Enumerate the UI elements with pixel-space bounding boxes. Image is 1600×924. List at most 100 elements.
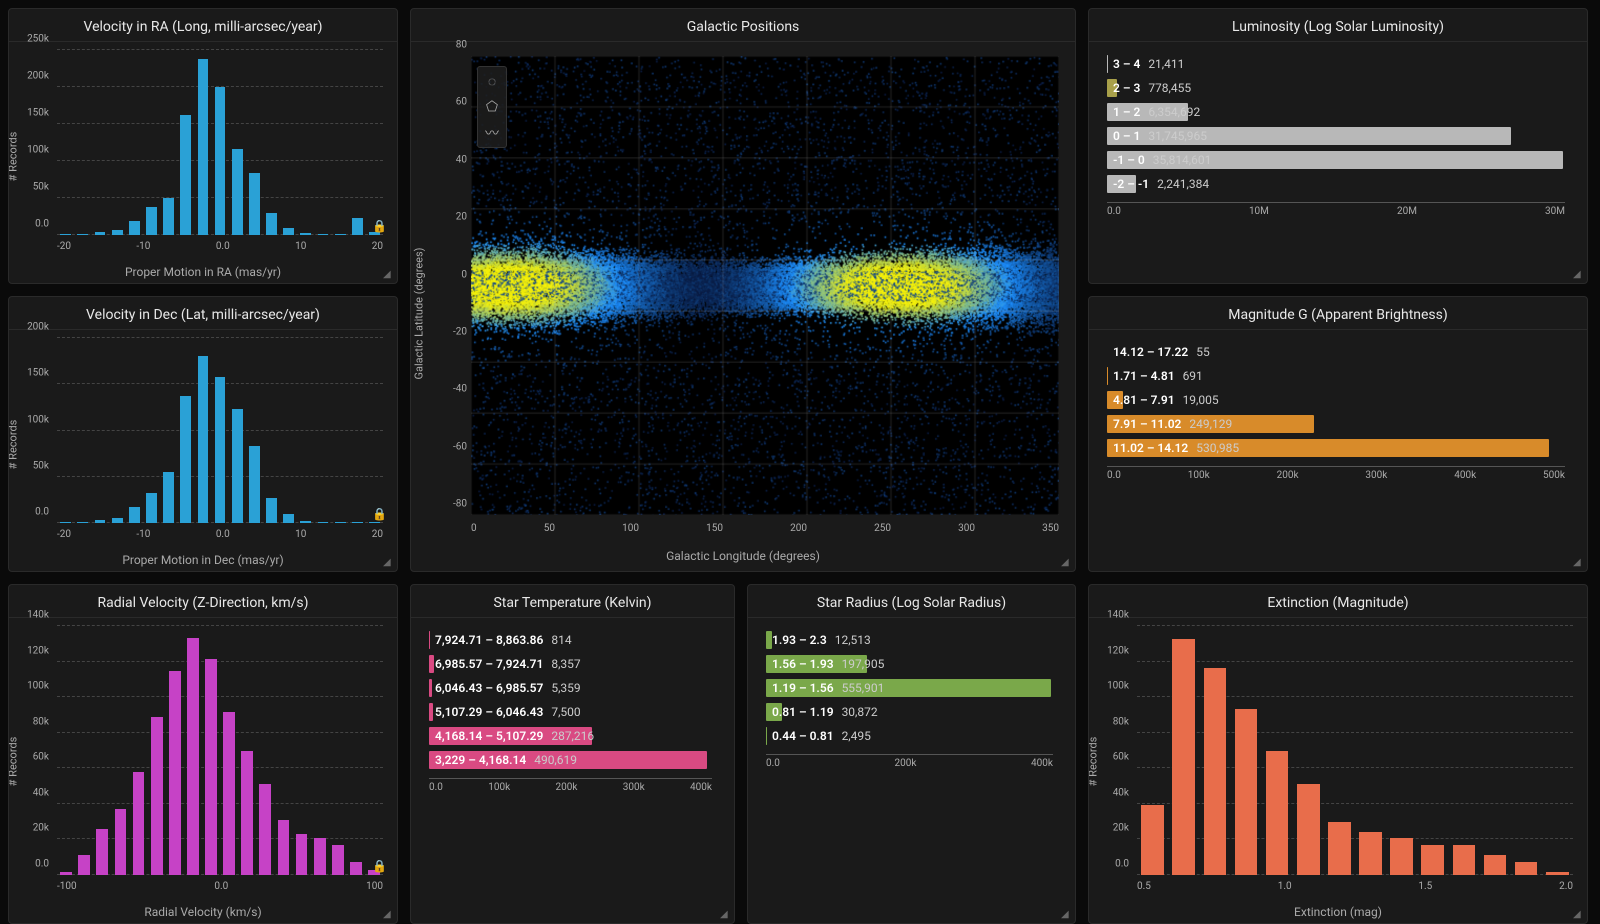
histogram-extinction[interactable] (1137, 626, 1573, 875)
histogram-bar[interactable] (151, 717, 163, 875)
histogram-bar[interactable] (300, 233, 311, 235)
histogram-bar[interactable] (335, 234, 346, 235)
histogram-bar[interactable] (266, 498, 277, 523)
histogram-bar[interactable] (95, 520, 106, 523)
hbar-row[interactable]: 0.81 – 1.1930,872 (766, 702, 1053, 722)
histogram-bar[interactable] (78, 855, 90, 875)
histogram-bar[interactable] (133, 772, 145, 875)
histogram-velocity-ra[interactable] (57, 50, 383, 235)
histogram-bar[interactable] (1421, 845, 1444, 875)
histogram-bar[interactable] (335, 522, 346, 523)
histogram-bar[interactable] (96, 829, 108, 875)
histogram-bar[interactable] (169, 671, 181, 875)
histogram-bar[interactable] (266, 213, 277, 235)
histogram-bar[interactable] (60, 872, 72, 875)
histogram-bar[interactable] (215, 87, 226, 235)
hbar-row[interactable]: 7.91 – 11.02249,129 (1107, 414, 1565, 434)
hbar-row[interactable]: 4,168.14 – 5,107.29287,216 (429, 726, 712, 746)
hbar-row[interactable]: 7,924.71 – 8,863.86814 (429, 630, 712, 650)
histogram-bar[interactable] (1359, 832, 1382, 875)
scatter-galactic[interactable] (471, 56, 1059, 515)
resize-handle-icon[interactable]: ◢ (1061, 909, 1071, 919)
histogram-bar[interactable] (1172, 639, 1195, 875)
polygon-select-icon[interactable]: ⬠ (482, 97, 502, 117)
histogram-bar[interactable] (180, 396, 191, 523)
histogram-bar[interactable] (60, 522, 71, 523)
histogram-bar[interactable] (112, 230, 123, 235)
histogram-bar[interactable] (1266, 751, 1289, 876)
histogram-bar[interactable] (1515, 862, 1538, 875)
hbar-row[interactable]: 11.02 – 14.12530,985 (1107, 438, 1565, 458)
histogram-bar[interactable] (115, 809, 127, 875)
histogram-bar[interactable] (163, 472, 174, 523)
resize-handle-icon[interactable]: ◢ (383, 269, 393, 279)
histogram-bar[interactable] (1546, 872, 1569, 875)
hbar-row[interactable]: 14.12 – 17.2255 (1107, 342, 1565, 362)
resize-handle-icon[interactable]: ◢ (383, 909, 393, 919)
histogram-bar[interactable] (180, 115, 191, 235)
histogram-bar[interactable] (318, 522, 329, 523)
histogram-bar[interactable] (259, 784, 271, 875)
lasso-select-icon[interactable]: 〰 (482, 123, 502, 143)
histogram-velocity-dec[interactable] (57, 338, 383, 523)
circle-select-icon[interactable]: ◌ (482, 71, 502, 91)
histogram-bar[interactable] (77, 522, 88, 523)
hbar-row[interactable]: 3,229 – 4,168.14490,619 (429, 750, 712, 770)
histogram-bar[interactable] (205, 659, 217, 875)
histogram-bar[interactable] (1453, 845, 1476, 875)
histogram-bar[interactable] (198, 356, 209, 523)
histogram-bar[interactable] (232, 409, 243, 523)
histogram-bar[interactable] (314, 838, 326, 875)
histogram-bar[interactable] (1235, 709, 1258, 875)
hbar-radius[interactable]: 1.93 – 2.312,5131.56 – 1.93197,9051.19 –… (760, 626, 1063, 776)
histogram-bar[interactable] (232, 149, 243, 235)
histogram-radial-velocity[interactable] (57, 626, 383, 875)
hbar-temperature[interactable]: 7,924.71 – 8,863.86814 6,985.57 – 7,924.7… (423, 626, 722, 800)
histogram-bar[interactable] (215, 377, 226, 523)
resize-handle-icon[interactable]: ◢ (383, 557, 393, 567)
resize-handle-icon[interactable]: ◢ (1573, 909, 1583, 919)
histogram-bar[interactable] (369, 522, 380, 523)
histogram-bar[interactable] (249, 173, 260, 235)
histogram-bar[interactable] (112, 518, 123, 523)
histogram-bar[interactable] (223, 712, 235, 875)
histogram-bar[interactable] (241, 751, 253, 876)
resize-handle-icon[interactable]: ◢ (1573, 269, 1583, 279)
resize-handle-icon[interactable]: ◢ (1573, 557, 1583, 567)
histogram-bar[interactable] (146, 207, 157, 235)
histogram-bar[interactable] (146, 493, 157, 523)
hbar-row[interactable]: 1 – 26,354,692 (1107, 102, 1565, 122)
hbar-row[interactable]: 3 – 421,411 (1107, 54, 1565, 74)
histogram-bar[interactable] (129, 507, 140, 523)
histogram-bar[interactable] (318, 234, 329, 235)
histogram-bar[interactable] (163, 198, 174, 235)
resize-handle-icon[interactable]: ◢ (1061, 557, 1071, 567)
histogram-bar[interactable] (1204, 668, 1227, 876)
hbar-row[interactable]: 1.93 – 2.312,513 (766, 630, 1053, 650)
histogram-bar[interactable] (95, 232, 106, 235)
hbar-magnitude[interactable]: 14.12 – 17.2255 1.71 – 4.81691 4.81 – 7.91… (1101, 338, 1575, 488)
histogram-bar[interactable] (352, 522, 363, 523)
histogram-bar[interactable] (1390, 838, 1413, 875)
hbar-row[interactable]: 1.19 – 1.56555,901 (766, 678, 1053, 698)
histogram-bar[interactable] (278, 820, 290, 875)
histogram-bar[interactable] (332, 845, 344, 875)
histogram-bar[interactable] (187, 638, 199, 875)
histogram-bar[interactable] (77, 234, 88, 235)
hbar-row[interactable]: 5,107.29 – 6,046.437,500 (429, 702, 712, 722)
histogram-bar[interactable] (296, 834, 308, 876)
histogram-bar[interactable] (60, 234, 71, 235)
hbar-row[interactable]: 4.81 – 7.9119,005 (1107, 390, 1565, 410)
histogram-bar[interactable] (1484, 855, 1507, 875)
histogram-bar[interactable] (283, 228, 294, 235)
histogram-bar[interactable] (300, 521, 311, 523)
histogram-bar[interactable] (283, 514, 294, 523)
histogram-bar[interactable] (249, 446, 260, 523)
hbar-row[interactable]: 1.71 – 4.81691 (1107, 366, 1565, 386)
hbar-row[interactable]: 0 – 131,745,965 (1107, 126, 1565, 146)
histogram-bar[interactable] (1297, 784, 1320, 875)
hbar-row[interactable]: -2 – -12,241,384 (1107, 174, 1565, 194)
resize-handle-icon[interactable]: ◢ (720, 909, 730, 919)
histogram-bar[interactable] (198, 59, 209, 235)
hbar-row[interactable]: 6,985.57 – 7,924.718,357 (429, 654, 712, 674)
